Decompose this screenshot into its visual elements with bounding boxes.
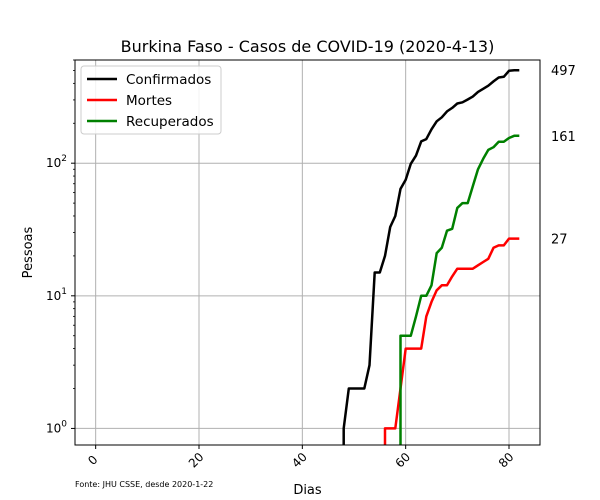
y-tick-label: 100 bbox=[46, 419, 67, 435]
series-lines bbox=[342, 68, 520, 445]
chart-title: Burkina Faso - Casos de COVID-19 (2020-4… bbox=[121, 37, 495, 56]
x-tick-label: 80 bbox=[496, 450, 517, 471]
source-note: Fonte: JHU CSSE, desde 2020-1-22 bbox=[75, 480, 213, 489]
y-tick-label: 101 bbox=[46, 287, 67, 303]
x-tick-label: 60 bbox=[392, 450, 413, 471]
legend: Confirmados Mortes Recuperados bbox=[80, 65, 222, 135]
series-line-mortes bbox=[383, 237, 520, 445]
legend-label: Recuperados bbox=[126, 114, 214, 130]
plot-frame bbox=[74, 59, 541, 446]
x-tick-label: 20 bbox=[186, 450, 207, 471]
legend-label: Mortes bbox=[126, 93, 172, 109]
legend-box bbox=[80, 65, 222, 135]
series-line-recuperados bbox=[399, 134, 520, 445]
x-tick-label: 40 bbox=[289, 450, 310, 471]
end-label-confirmados: 497 bbox=[551, 64, 576, 79]
end-label-mortes: 27 bbox=[551, 233, 568, 248]
y-tick-label: 102 bbox=[46, 154, 67, 170]
end-label-recuperados: 161 bbox=[551, 130, 576, 145]
legend-label: Confirmados bbox=[126, 72, 211, 88]
x-tick-label: 0 bbox=[85, 453, 100, 468]
end-labels: 497 27 161 bbox=[551, 64, 576, 247]
series-line-confirmados bbox=[342, 68, 520, 445]
y-axis-label: Pessoas bbox=[21, 226, 36, 278]
x-axis-label: Dias bbox=[293, 483, 322, 498]
